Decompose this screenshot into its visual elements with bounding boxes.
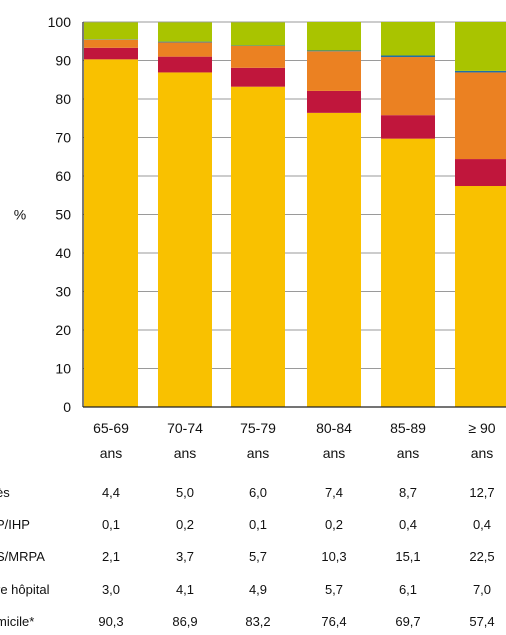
table-cell-deces-2: 6,0: [249, 485, 267, 500]
table-cell-ehpad-4: 15,1: [395, 549, 420, 564]
bar-domicile-5: [455, 186, 506, 407]
y-tick-label-40: 40: [55, 245, 71, 261]
x-tick-label-0-1: ans: [100, 445, 123, 461]
bar-ehpad-1: [158, 42, 212, 57]
bar-autre_hopital-0: [84, 47, 138, 60]
gridlines: [83, 21, 506, 369]
table-cell-autre_hopital-2: 4,9: [249, 582, 267, 597]
bars: [84, 22, 506, 408]
bar-usld-3: [307, 50, 361, 52]
bar-ehpad-5: [455, 72, 506, 160]
bar-domicile-1: [158, 72, 212, 407]
y-tick-label-0: 0: [63, 399, 71, 415]
table-row-label-ehpad: S/MRPA: [0, 549, 45, 564]
y-tick-label-90: 90: [55, 53, 71, 69]
table-row-label-autre_hopital: re hôpital: [0, 582, 50, 597]
table-cell-deces-1: 5,0: [176, 485, 194, 500]
bar-autre_hopital-3: [307, 90, 361, 113]
x-tick-label-0-0: 65-69: [93, 420, 129, 436]
bar-autre_hopital-5: [455, 159, 506, 187]
bar-usld-1: [158, 41, 212, 43]
bar-autre_hopital-1: [158, 56, 212, 73]
table-cell-deces-0: 4,4: [102, 485, 120, 500]
bar-deces-1: [158, 22, 212, 42]
table-row-label-deces: ès: [0, 485, 10, 500]
table-cell-usld-0: 0,1: [102, 517, 120, 532]
y-axis-label: %: [14, 207, 26, 223]
bar-usld-5: [455, 70, 506, 73]
y-tick-label-80: 80: [55, 91, 71, 107]
table-cell-domicile-1: 86,9: [172, 614, 197, 629]
bar-domicile-3: [307, 112, 361, 408]
x-tick-label-2-1: ans: [247, 445, 270, 461]
table-cell-domicile-2: 83,2: [245, 614, 270, 629]
bar-deces-4: [381, 22, 435, 56]
x-tick-label-3-0: 80-84: [316, 420, 352, 436]
table-cell-autre_hopital-4: 6,1: [399, 582, 417, 597]
y-tick-label-10: 10: [55, 361, 71, 377]
category-labels: 65-69 ans 70-74 ans 75-79 ans 80-84 ans 85-89 ans…: [93, 420, 496, 461]
x-tick-label-5-0: ≥ 90: [468, 420, 495, 436]
axes: 0 10 20 30 40 50 60 70 80 90 100%: [14, 14, 506, 415]
bar-autre_hopital-4: [381, 115, 435, 139]
bar-autre_hopital-2: [231, 67, 285, 87]
table-cell-domicile-5: 57,4: [469, 614, 494, 629]
y-tick-label-20: 20: [55, 322, 71, 338]
y-tick-label-50: 50: [55, 207, 71, 223]
table-cell-ehpad-5: 22,5: [469, 549, 494, 564]
bar-ehpad-3: [307, 51, 361, 91]
table-cell-usld-3: 0,2: [325, 517, 343, 532]
table-cell-autre_hopital-5: 7,0: [473, 582, 491, 597]
bar-ehpad-0: [84, 39, 138, 48]
table-cell-ehpad-3: 10,3: [321, 549, 346, 564]
table-cell-usld-4: 0,4: [399, 517, 417, 532]
x-tick-label-5-1: ans: [471, 445, 494, 461]
y-tick-label-30: 30: [55, 284, 71, 300]
bar-deces-2: [231, 22, 285, 46]
x-tick-label-1-0: 70-74: [167, 420, 203, 436]
x-tick-label-4-0: 85-89: [390, 420, 426, 436]
table-cell-usld-2: 0,1: [249, 517, 267, 532]
x-tick-label-1-1: ans: [174, 445, 197, 461]
bar-deces-5: [455, 22, 506, 71]
table-cell-ehpad-0: 2,1: [102, 549, 120, 564]
x-tick-label-2-0: 75-79: [240, 420, 276, 436]
bar-domicile-2: [231, 86, 285, 408]
table-cell-deces-5: 12,7: [469, 485, 494, 500]
bar-ehpad-2: [231, 45, 285, 68]
y-tick-label-60: 60: [55, 168, 71, 184]
table-cell-domicile-4: 69,7: [395, 614, 420, 629]
bar-domicile-0: [84, 59, 138, 407]
table-cell-usld-5: 0,4: [473, 517, 491, 532]
bar-ehpad-4: [381, 57, 435, 116]
x-tick-label-3-1: ans: [323, 445, 346, 461]
table-row-label-domicile: micile*: [0, 614, 34, 629]
table-cell-ehpad-2: 5,7: [249, 549, 267, 564]
data-table: ès 4,4 5,0 6,0 7,4 8,7 12,7 P/IHP 0,1 0,2 0,1 0,2 0,…: [0, 485, 495, 629]
table-cell-usld-1: 0,2: [176, 517, 194, 532]
y-tick-label-100: 100: [48, 14, 72, 30]
table-cell-ehpad-1: 3,7: [176, 549, 194, 564]
bar-domicile-4: [381, 138, 435, 407]
bar-deces-3: [307, 22, 361, 51]
table-cell-domicile-0: 90,3: [98, 614, 123, 629]
y-tick-label-70: 70: [55, 130, 71, 146]
x-tick-label-4-1: ans: [397, 445, 420, 461]
table-row-label-usld: P/IHP: [0, 517, 30, 532]
bar-deces-0: [84, 22, 138, 40]
table-cell-autre_hopital-3: 5,7: [325, 582, 343, 597]
bar-usld-4: [381, 55, 435, 58]
table-cell-autre_hopital-0: 3,0: [102, 582, 120, 597]
table-cell-autre_hopital-1: 4,1: [176, 582, 194, 597]
table-cell-deces-3: 7,4: [325, 485, 343, 500]
table-cell-deces-4: 8,7: [399, 485, 417, 500]
table-cell-domicile-3: 76,4: [321, 614, 346, 629]
